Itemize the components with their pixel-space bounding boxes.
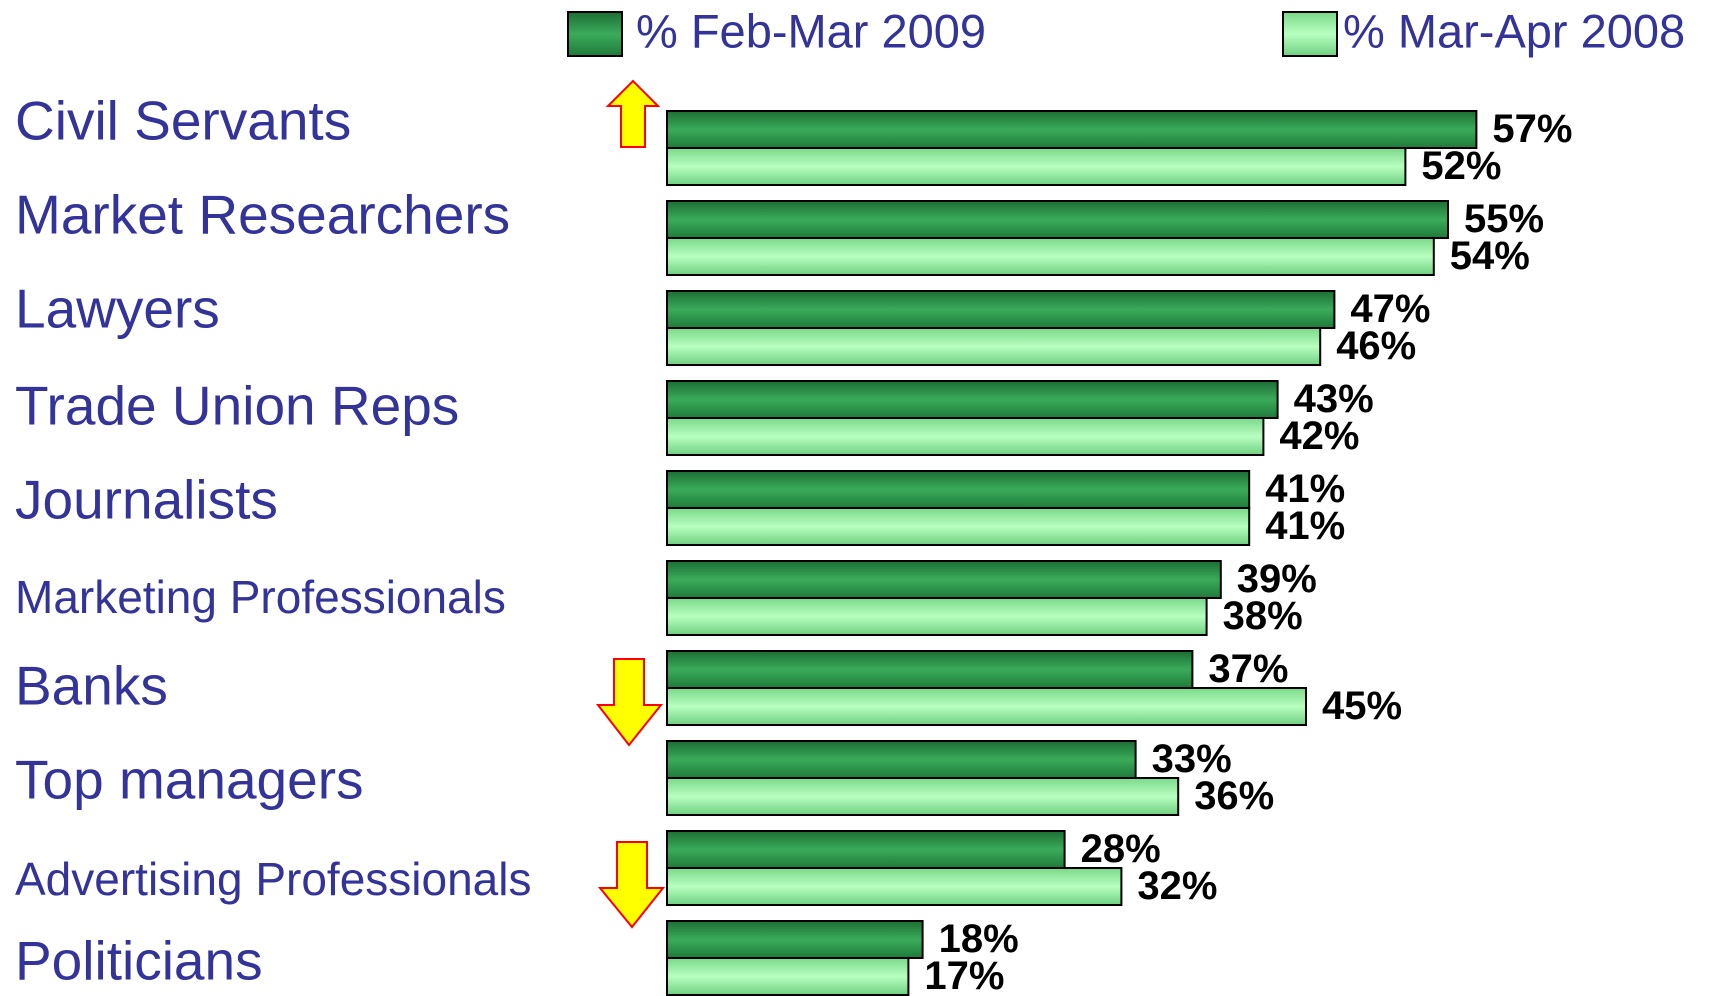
value-label: 55% (1464, 197, 1544, 241)
category-label: Advertising Professionals (15, 853, 531, 905)
bar (666, 380, 1279, 419)
bar (666, 830, 1066, 869)
bar (666, 507, 1251, 546)
category-label: Politicians (15, 930, 263, 992)
bar (666, 867, 1123, 906)
up-arrow (605, 79, 661, 148)
down-arrow (597, 841, 666, 929)
value-label: 57% (1492, 107, 1572, 151)
value-label: 47% (1350, 287, 1430, 331)
value-label: 39% (1237, 557, 1317, 601)
bar (666, 650, 1194, 689)
value-label: 45% (1322, 684, 1402, 728)
legend-label: % Feb-Mar 2009 (636, 4, 986, 57)
category-label: Market Researchers (15, 184, 510, 246)
bar (666, 200, 1449, 239)
value-label: 52% (1421, 144, 1501, 188)
bar (666, 327, 1322, 366)
legend-swatch (1282, 11, 1338, 57)
value-label: 43% (1294, 377, 1374, 421)
bar (666, 740, 1137, 779)
value-label: 54% (1450, 234, 1530, 278)
category-label: Marketing Professionals (15, 571, 506, 623)
value-label: 41% (1265, 467, 1345, 511)
legend-label: % Mar-Apr 2008 (1343, 4, 1685, 57)
value-label: 37% (1208, 647, 1288, 691)
value-label: 32% (1137, 864, 1217, 908)
category-label: Lawyers (15, 278, 220, 340)
category-label: Journalists (15, 469, 278, 531)
bar (666, 470, 1251, 509)
value-label: 17% (924, 954, 1004, 996)
bar (666, 920, 924, 959)
bar (666, 957, 910, 996)
bar (666, 560, 1222, 599)
value-label: 41% (1265, 504, 1345, 548)
value-label: 36% (1194, 774, 1274, 818)
value-label: 28% (1081, 827, 1161, 871)
value-label: 46% (1336, 324, 1416, 368)
category-label: Civil Servants (15, 90, 351, 152)
bar (666, 290, 1336, 329)
category-label: Top managers (15, 749, 364, 811)
value-label: 18% (939, 917, 1019, 961)
bar (666, 597, 1208, 636)
category-label: Banks (15, 655, 168, 717)
down-arrow (595, 658, 664, 747)
bar (666, 417, 1265, 456)
bar (666, 110, 1478, 149)
value-label: 38% (1223, 594, 1303, 638)
value-label: 33% (1152, 737, 1232, 781)
bar (666, 237, 1435, 276)
legend-swatch (567, 11, 623, 57)
bar (666, 147, 1407, 186)
bar (666, 687, 1307, 726)
bar (666, 777, 1180, 816)
value-label: 42% (1279, 414, 1359, 458)
category-label: Trade Union Reps (15, 375, 459, 437)
